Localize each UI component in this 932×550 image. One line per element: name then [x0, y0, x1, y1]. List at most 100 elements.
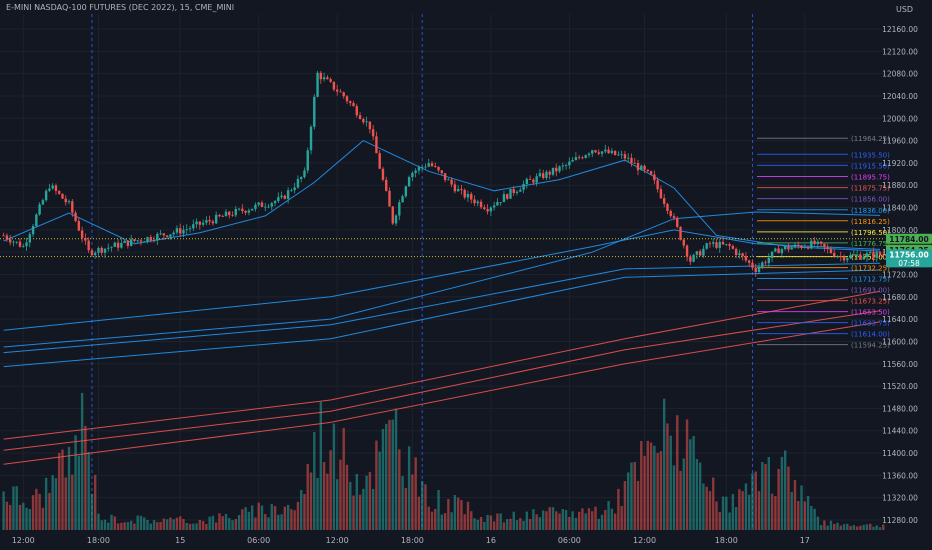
volume-bar — [440, 514, 444, 530]
candle-body — [607, 149, 610, 154]
volume-bar — [682, 458, 685, 530]
volume-bar — [859, 525, 862, 530]
candle-body — [31, 226, 35, 235]
volume-bar — [345, 464, 349, 530]
volume-bar — [407, 446, 411, 530]
candle-body — [568, 161, 571, 166]
candle-body — [855, 254, 859, 256]
candle-body — [613, 150, 617, 155]
volume-bar — [234, 519, 238, 530]
candle-body — [594, 150, 597, 153]
volume-bar — [179, 516, 182, 530]
candle-body — [604, 149, 607, 152]
volume-bar — [290, 509, 293, 530]
candle-body — [630, 157, 633, 164]
time-tick-label: 12:00 — [12, 536, 35, 545]
volume-bar — [453, 495, 457, 530]
time-axis[interactable]: 12:00 18:00 15 06:00 12:00 18:00 16 06:00 12:00 1… — [12, 536, 810, 545]
volume-bar — [273, 506, 277, 530]
volume-bar — [819, 525, 823, 530]
candle-body — [280, 195, 283, 198]
volume-bar — [499, 513, 502, 530]
volume-bar — [80, 392, 84, 530]
candle-body — [54, 185, 58, 191]
volume-bar — [561, 509, 565, 530]
volume-bar — [515, 520, 519, 530]
volume-bar — [169, 517, 172, 530]
candle-body — [692, 254, 695, 262]
volume-bar — [450, 512, 453, 530]
candle-body — [74, 212, 77, 221]
candle-body — [407, 177, 411, 187]
volume-bar — [783, 450, 787, 530]
candle-body — [18, 241, 22, 247]
candle-body — [224, 211, 228, 217]
candle-body — [479, 201, 483, 208]
volume-bar — [604, 510, 607, 530]
volume-bar — [15, 486, 18, 530]
volume-bar — [192, 523, 195, 530]
volume-bar — [224, 513, 228, 530]
candle-body — [411, 172, 414, 178]
candle-body — [385, 179, 388, 191]
volume-bar — [519, 518, 522, 530]
candle-body — [214, 214, 218, 224]
price-badge-label: 11784.00 — [889, 235, 928, 244]
candle-body — [437, 166, 440, 171]
volume-bar — [764, 463, 767, 530]
volume-bar — [283, 506, 287, 530]
volume-bar — [162, 518, 166, 530]
volume-bar — [836, 522, 839, 530]
candle-body — [260, 202, 264, 207]
volume-bar — [698, 462, 702, 530]
price-tick-label: 11880.00 — [882, 181, 918, 190]
price-tick-label: 11680.00 — [882, 293, 918, 302]
candle-body — [332, 81, 336, 90]
volume-bar — [777, 468, 780, 530]
candle-body — [515, 191, 519, 193]
volume-bar — [61, 449, 64, 530]
volume-bar — [110, 514, 113, 530]
candle-body — [623, 154, 627, 159]
candle-body — [558, 166, 561, 172]
candle-body — [375, 136, 378, 154]
volume-bar — [829, 520, 833, 530]
chart-title: E-MINI NASDAQ-100 FUTURES (DEC 2022), 15… — [6, 3, 235, 12]
volume-bar — [74, 435, 77, 530]
volume-bar — [584, 513, 587, 530]
volume-bar — [806, 495, 810, 530]
candle-body — [169, 234, 172, 237]
volume-bar — [313, 432, 316, 530]
volume-bar — [613, 513, 617, 530]
candle-body — [162, 233, 166, 236]
volume-bar — [241, 509, 244, 530]
volume-bar — [486, 514, 489, 530]
volume-bar — [18, 504, 22, 530]
volume-bar — [545, 511, 548, 530]
volume-bar — [349, 481, 352, 530]
candle-body — [296, 178, 300, 188]
price-tick-label: 11960.00 — [882, 137, 918, 146]
volume-bar — [594, 506, 597, 530]
volume-bar — [388, 419, 391, 530]
candle-body — [44, 190, 48, 201]
volume-bar — [734, 507, 738, 530]
time-tick-label: 18:00 — [401, 536, 424, 545]
candle-body — [741, 253, 744, 257]
volume-bar — [770, 493, 774, 530]
candle-body — [38, 204, 41, 215]
volume-bar — [708, 491, 712, 530]
price-badge-label: 11756.00 — [889, 250, 928, 259]
volume-bar — [411, 474, 414, 530]
volume-bar — [368, 472, 372, 530]
candle-body — [695, 251, 699, 255]
volume-bar — [293, 510, 296, 530]
volume-bar — [555, 511, 558, 530]
price-axis[interactable]: 11280.00 11320.00 11360.00 11400.00 11440.00… — [882, 25, 918, 525]
candle-body — [254, 204, 257, 209]
candle-body — [67, 201, 71, 203]
volume-bar — [672, 465, 676, 530]
candle-body — [702, 248, 705, 256]
candle-body — [185, 229, 188, 230]
